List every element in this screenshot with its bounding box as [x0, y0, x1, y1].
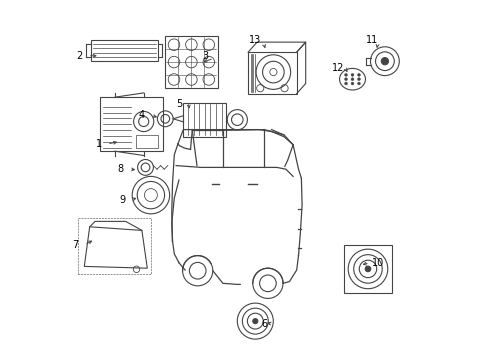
Bar: [343, 245, 391, 293]
Circle shape: [350, 82, 353, 85]
Text: 11: 11: [366, 35, 378, 45]
Text: 10: 10: [371, 258, 383, 268]
Bar: [165, 36, 217, 88]
Bar: [101, 97, 163, 151]
Circle shape: [252, 319, 257, 324]
Text: 2: 2: [76, 51, 82, 61]
Text: 3: 3: [202, 51, 207, 61]
Text: 6: 6: [261, 319, 267, 329]
Text: 1: 1: [96, 139, 102, 149]
Text: 7: 7: [72, 240, 78, 250]
Text: 13: 13: [249, 35, 261, 45]
Circle shape: [357, 78, 360, 81]
Circle shape: [344, 78, 347, 81]
Circle shape: [350, 73, 353, 76]
Bar: [183, 103, 226, 137]
Bar: [247, 52, 296, 94]
Circle shape: [344, 73, 347, 76]
Bar: [136, 135, 158, 148]
Circle shape: [344, 82, 347, 85]
Text: 9: 9: [119, 195, 125, 205]
Circle shape: [365, 266, 370, 272]
Circle shape: [357, 82, 360, 85]
Circle shape: [381, 58, 387, 65]
Text: 12: 12: [331, 63, 344, 73]
Circle shape: [350, 78, 353, 81]
Bar: [91, 40, 158, 61]
Text: 8: 8: [117, 164, 123, 174]
Circle shape: [357, 73, 360, 76]
Text: 4: 4: [139, 110, 144, 120]
Text: 5: 5: [176, 99, 183, 109]
